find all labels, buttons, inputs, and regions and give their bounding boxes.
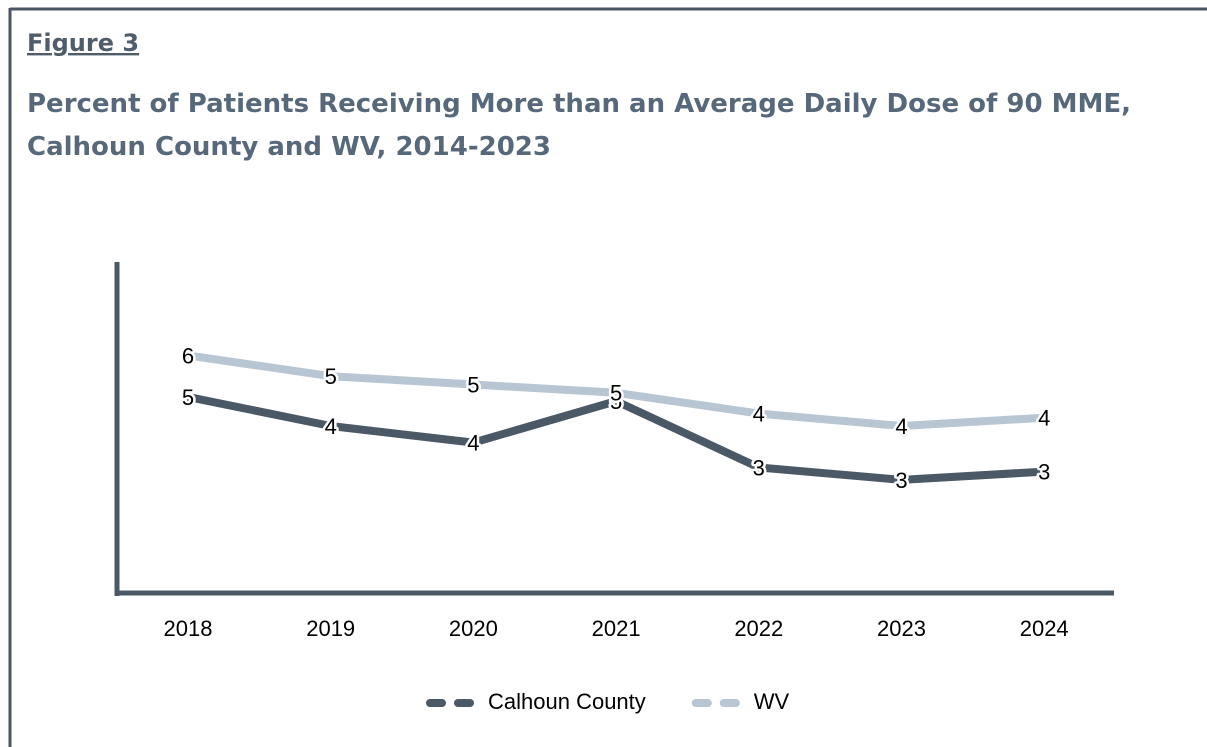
x-tick-label: 2024 (1020, 616, 1069, 641)
data-label: 4 (325, 414, 337, 439)
data-label: 5 (325, 364, 337, 389)
data-label: 4 (753, 401, 765, 426)
data-label: 3 (1038, 459, 1050, 484)
data-label: 3 (895, 468, 907, 493)
data-label: 5 (467, 372, 479, 397)
data-label: 4 (1038, 406, 1050, 431)
chart-title: Calhoun County and WV, 2014-2023 (27, 132, 551, 162)
x-tick-label: 2018 (164, 616, 213, 641)
x-tick-label: 2023 (877, 616, 926, 641)
data-label: 5 (610, 389, 622, 414)
data-label: 6 (182, 343, 194, 368)
data-label: 4 (895, 414, 907, 439)
figure-label: Figure 3 (27, 29, 139, 57)
legend-label: Calhoun County (488, 689, 646, 714)
series-line (184, 392, 1049, 484)
legend-label: WV (754, 689, 790, 714)
data-label: 4 (467, 430, 479, 455)
data-label: 5 (610, 381, 622, 406)
chart-title: Percent of Patients Receiving More than … (27, 89, 1131, 119)
series-line (184, 351, 1049, 430)
data-label: 5 (182, 385, 194, 410)
x-tick-label: 2021 (592, 616, 641, 641)
x-tick-label: 2022 (734, 616, 783, 641)
x-tick-label: 2019 (306, 616, 355, 641)
x-tick-label: 2020 (449, 616, 498, 641)
data-label: 3 (753, 455, 765, 480)
